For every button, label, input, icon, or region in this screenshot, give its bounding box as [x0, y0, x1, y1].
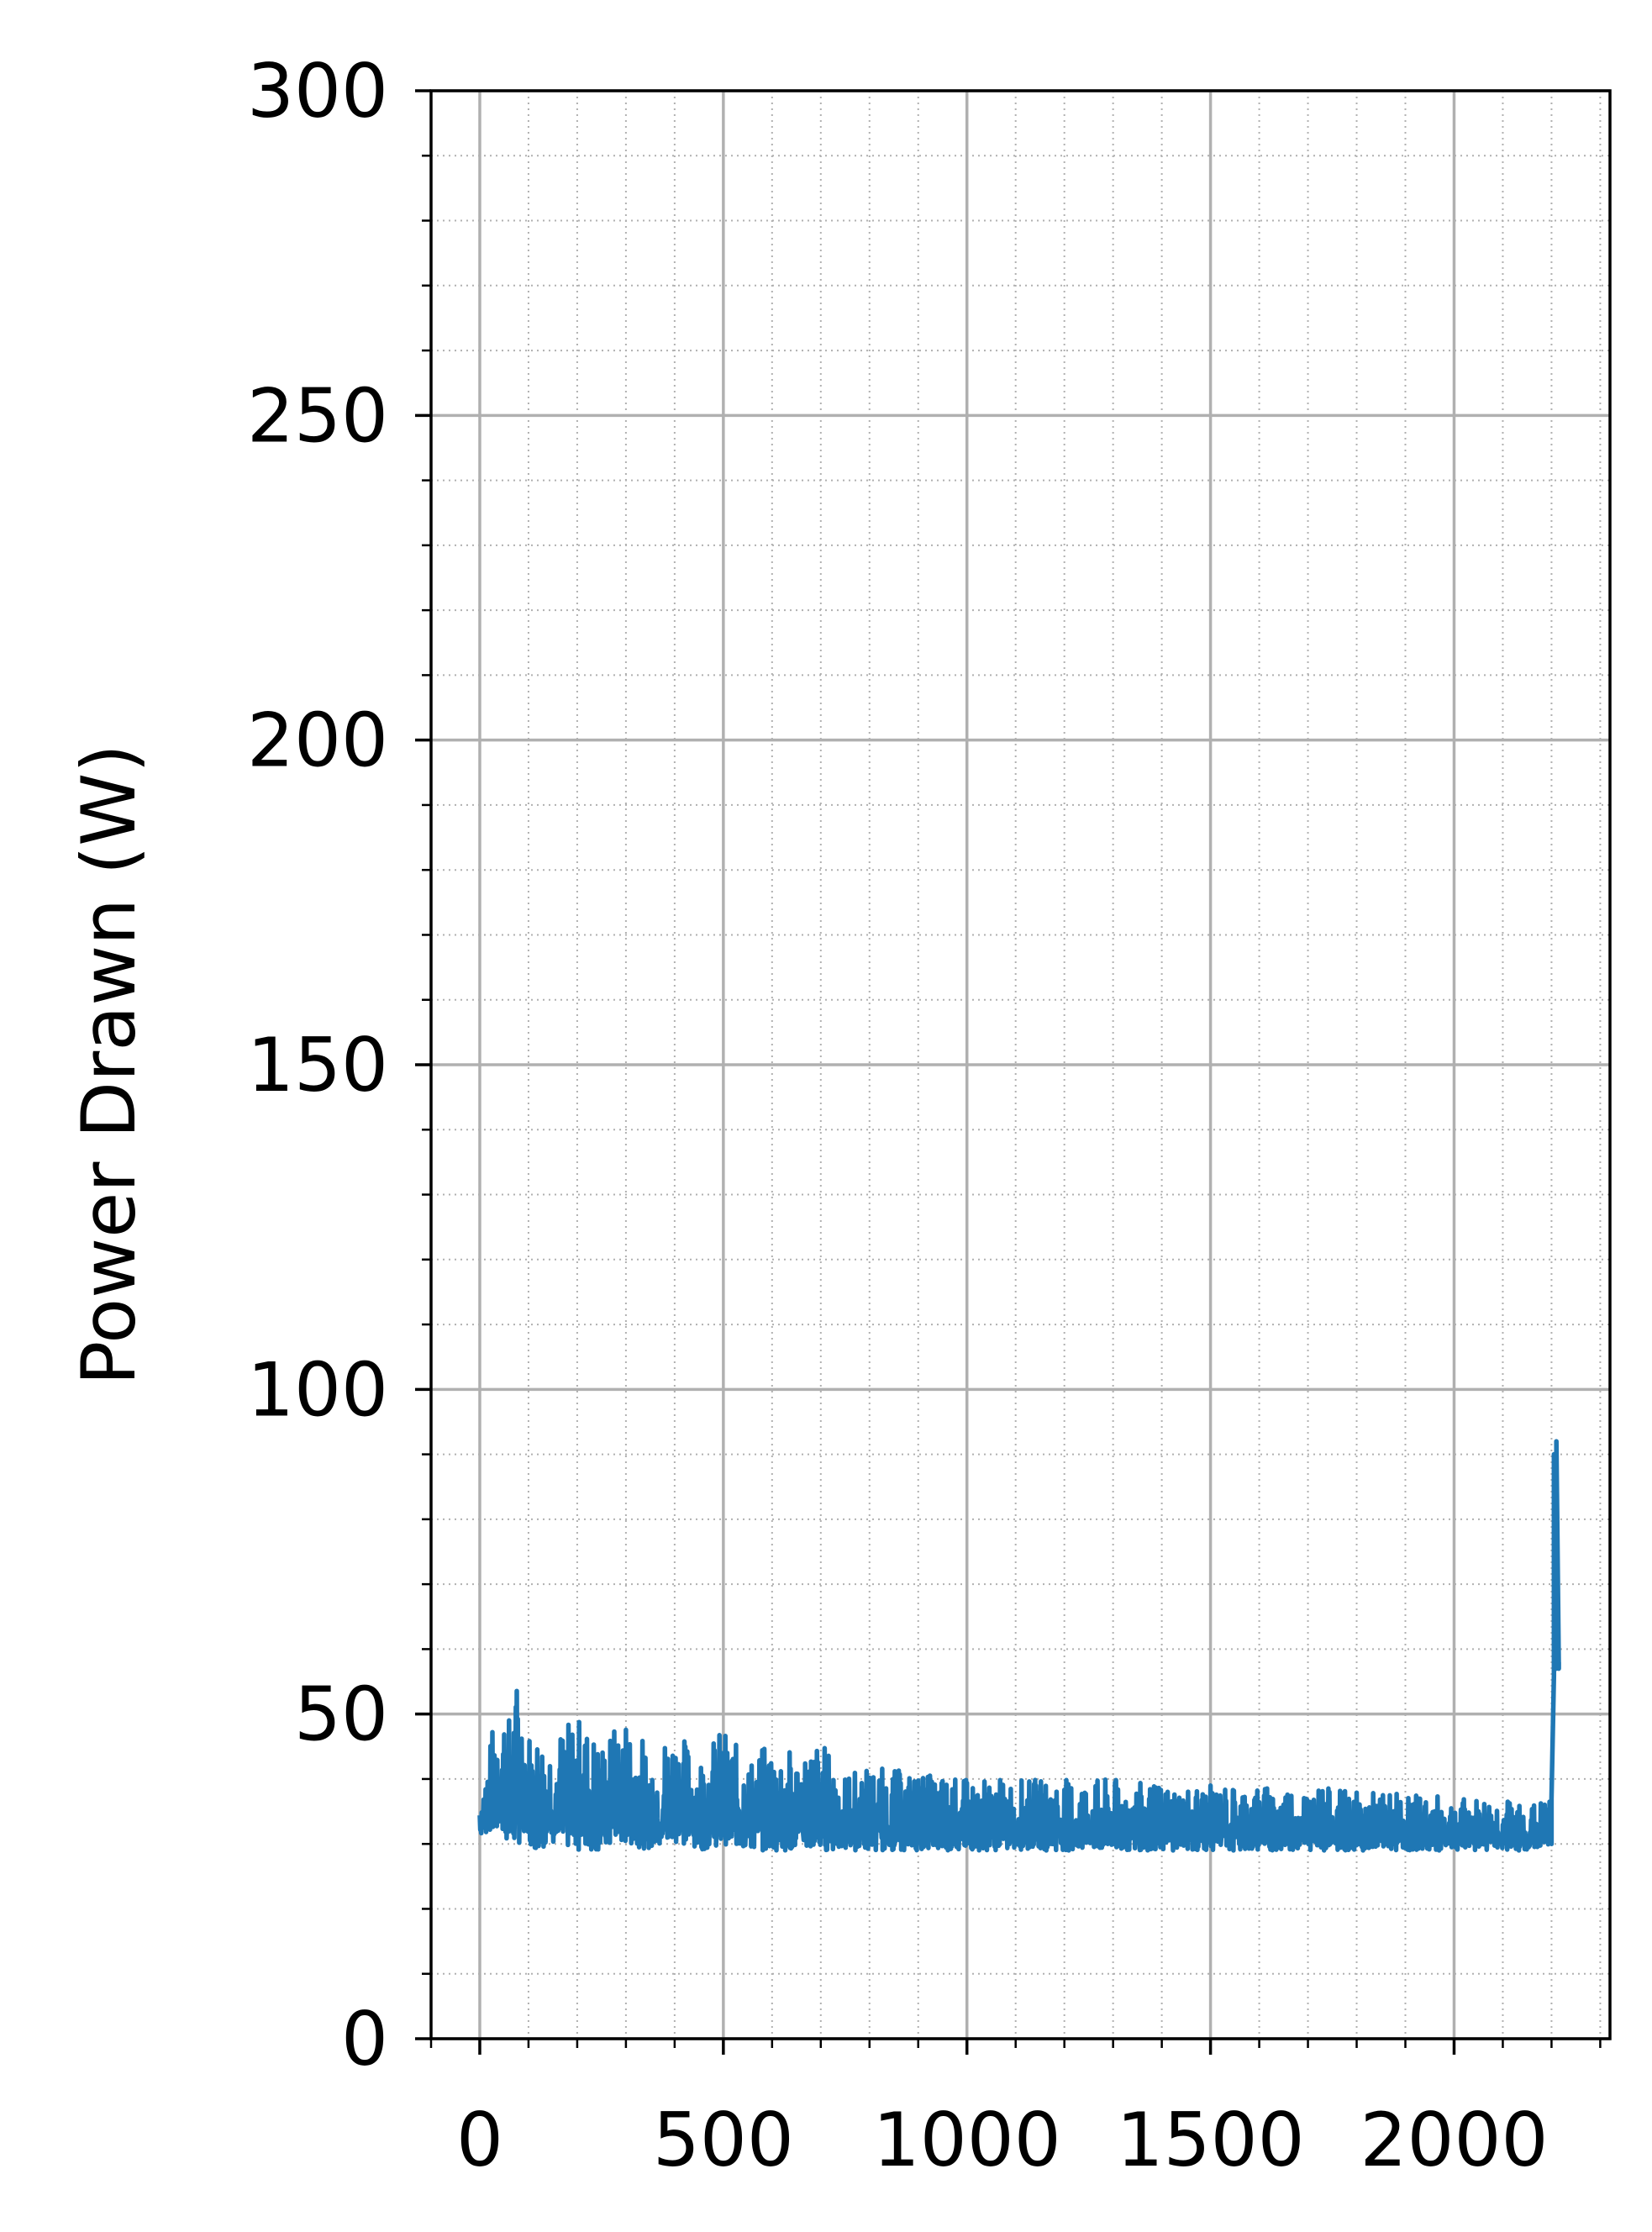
- y-axis-label: Power Drawn (W): [66, 744, 152, 1385]
- x-tick-label: 1000: [873, 2097, 1061, 2183]
- y-tick-label: 200: [247, 698, 388, 784]
- series-layer: [477, 1439, 1561, 1853]
- series-line-0: [477, 1439, 1561, 1853]
- x-tick-label: 500: [653, 2097, 794, 2183]
- y-tick-label: 150: [247, 1022, 388, 1108]
- y-tick-label: 300: [247, 48, 388, 134]
- axis-ticks: [415, 89, 1602, 2055]
- y-tick-label: 0: [341, 1996, 388, 2082]
- x-tick-label: 1500: [1117, 2097, 1305, 2183]
- major-grid: [431, 89, 1610, 2040]
- y-tick-label: 250: [247, 372, 388, 459]
- x-tick-label: 0: [456, 2097, 503, 2183]
- x-tick-label: 2000: [1360, 2097, 1549, 2183]
- y-tick-label: 50: [294, 1671, 388, 1758]
- y-tick-label: 100: [247, 1346, 388, 1433]
- tick-labels: 0 500 1000 1500 2000 0 50 100 150 200 250 300: [247, 48, 1548, 2183]
